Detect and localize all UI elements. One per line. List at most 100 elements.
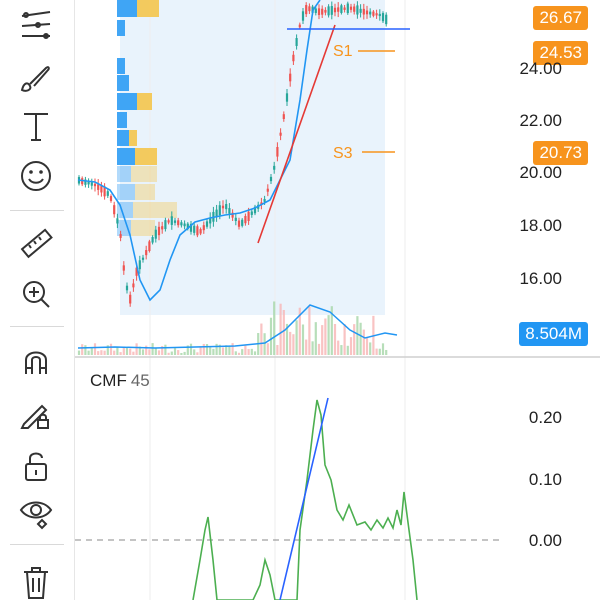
candle-body <box>340 5 343 13</box>
magnet-icon[interactable] <box>14 340 58 384</box>
candle-body <box>173 220 177 223</box>
volume-bar <box>87 350 90 355</box>
price-axis-label: 22.00 <box>519 111 562 130</box>
volume-bar <box>365 337 369 355</box>
volume-bar <box>356 316 359 355</box>
volume-bar <box>154 348 157 355</box>
volume-bar <box>228 345 231 355</box>
candle-body <box>375 13 378 16</box>
candle-body <box>141 257 145 260</box>
emoji-icon[interactable] <box>14 154 58 198</box>
price-chart[interactable] <box>75 0 600 600</box>
volume-bar <box>205 344 209 355</box>
s3-label: S3 <box>333 145 353 162</box>
candle-body <box>244 215 247 224</box>
candle-body <box>93 183 97 187</box>
candle-body <box>263 198 266 202</box>
volume-bar <box>129 348 132 355</box>
candle-body <box>119 234 122 238</box>
volume-bar <box>244 345 247 355</box>
volume-bar <box>301 324 305 355</box>
volume-bar <box>212 348 215 355</box>
candle-body <box>356 5 359 15</box>
volume-bar <box>164 344 167 355</box>
candle-body <box>301 11 305 21</box>
volume-bar <box>225 345 228 355</box>
candle-body <box>138 260 141 270</box>
price-axis-label: 18.00 <box>519 216 562 235</box>
volume-bar <box>282 309 285 355</box>
volume-bar <box>221 347 225 355</box>
candle-body <box>359 8 362 13</box>
candle-body <box>205 221 209 227</box>
candle-body <box>215 209 218 218</box>
candle-body <box>327 6 330 16</box>
zoom-in-icon[interactable] <box>14 272 58 316</box>
volume-bar <box>330 306 333 355</box>
candle-body <box>279 132 282 136</box>
volume-bar <box>324 318 327 355</box>
brush-icon[interactable] <box>14 56 58 100</box>
candle-body <box>132 283 135 288</box>
volume-bar <box>132 351 135 355</box>
volume-bar <box>148 349 151 355</box>
volume-bar <box>247 349 250 355</box>
candle-body <box>317 8 321 16</box>
volume-bar <box>327 315 330 355</box>
trend-line-tools-icon[interactable] <box>14 4 58 48</box>
candle-body <box>378 13 381 17</box>
candle-body <box>305 5 308 15</box>
candle-body <box>151 237 154 243</box>
candle-body <box>164 220 167 230</box>
candle-body <box>276 147 279 157</box>
candle-body <box>285 93 289 102</box>
volume-bar <box>321 325 324 355</box>
trash-icon[interactable] <box>14 560 58 604</box>
volume-bar <box>273 301 276 355</box>
volume-bar <box>84 345 87 355</box>
toolbar-divider <box>10 326 64 327</box>
candle-body <box>100 186 103 193</box>
moving-average-line <box>77 0 321 302</box>
volume-bar <box>385 349 388 355</box>
chart-pane[interactable]: 26.67 24.53 20.73 8.504M 24.00 22.00 20.… <box>75 0 600 600</box>
volume-bar <box>196 352 199 355</box>
candle-body <box>154 229 157 239</box>
volume-bar <box>253 351 257 355</box>
candle-body <box>161 226 164 230</box>
eye-icon[interactable] <box>14 490 58 534</box>
candle-body <box>218 205 221 216</box>
volume-bar <box>125 348 129 355</box>
volume-bar <box>209 346 212 355</box>
volume-bar <box>305 339 308 355</box>
candle-body <box>324 9 327 13</box>
volume-bar <box>241 349 244 355</box>
text-icon[interactable] <box>14 104 58 148</box>
lock-drawing-icon[interactable] <box>14 392 58 436</box>
volume-bar <box>113 350 116 355</box>
candle-body <box>337 7 340 12</box>
volume-bar <box>100 350 103 355</box>
cmf-trend-line <box>279 397 329 600</box>
candle-body <box>314 8 317 13</box>
cmf-axis-label: 0.10 <box>528 470 562 489</box>
candle-body <box>148 241 151 252</box>
volume-bar <box>161 346 164 355</box>
candle-body <box>260 202 263 205</box>
volume-bar <box>337 340 340 355</box>
candle-body <box>183 223 186 227</box>
volume-bar <box>317 343 321 355</box>
price-axis-label: 16.00 <box>519 269 562 288</box>
volume-bar <box>106 345 109 355</box>
indicator-title[interactable]: CMF 45 <box>90 371 150 391</box>
candle-body <box>221 205 225 209</box>
candle-body <box>109 196 113 201</box>
unlock-icon[interactable] <box>14 444 58 488</box>
volume-bar <box>109 343 113 355</box>
volume-bar <box>119 352 122 355</box>
candle-body <box>372 11 375 16</box>
ruler-icon[interactable] <box>14 222 58 266</box>
candle-body <box>180 222 183 226</box>
indicator-name: CMF <box>90 371 127 390</box>
candle-body <box>170 216 173 225</box>
